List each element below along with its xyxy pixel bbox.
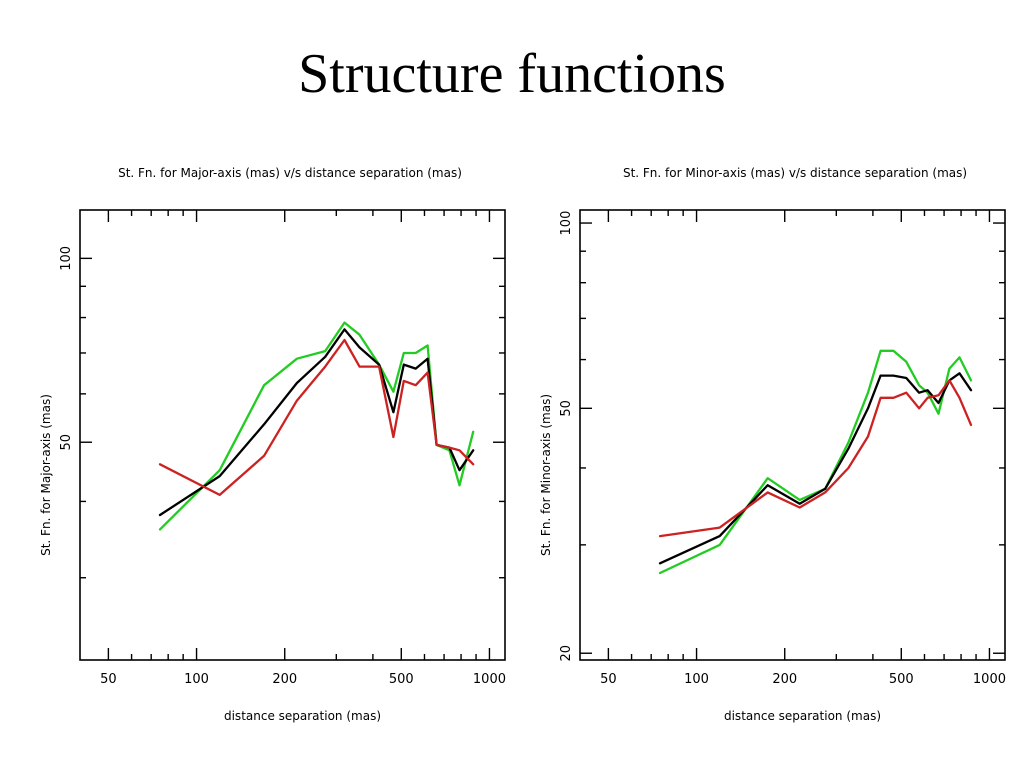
chart-major-axis: St. Fn. for Major-axis (mas) v/s distanc… <box>39 166 506 723</box>
y-tick-label: 100 <box>59 246 74 271</box>
x-axis-label: distance separation (mas) <box>724 709 881 723</box>
y-axis-label: St. Fn. for Major-axis (mas) <box>39 394 53 556</box>
x-tick-label: 50 <box>100 672 117 687</box>
chart-title: St. Fn. for Minor-axis (mas) v/s distanc… <box>623 166 967 180</box>
x-tick-label: 500 <box>889 672 914 687</box>
series-line-black <box>658 372 973 565</box>
x-tick-label: 50 <box>600 672 617 687</box>
slide-title: Structure functions <box>298 43 726 105</box>
x-tick-label: 100 <box>684 672 709 687</box>
x-tick-label: 1000 <box>473 672 506 687</box>
x-tick-label: 200 <box>272 672 297 687</box>
plot-frame <box>579 209 1006 661</box>
chart-title: St. Fn. for Major-axis (mas) v/s distanc… <box>118 166 462 180</box>
y-tick-label: 20 <box>559 645 574 662</box>
y-tick-label: 100 <box>559 211 574 236</box>
x-tick-label: 1000 <box>973 672 1006 687</box>
series-line-green <box>658 349 973 575</box>
plot-frame <box>79 209 506 661</box>
y-tick-label: 50 <box>559 400 574 417</box>
x-tick-label: 100 <box>184 672 209 687</box>
chart-minor-axis: St. Fn. for Minor-axis (mas) v/s distanc… <box>539 166 1006 723</box>
x-tick-label: 500 <box>389 672 414 687</box>
x-axis-label: distance separation (mas) <box>224 709 381 723</box>
x-tick-label: 200 <box>772 672 797 687</box>
series-line-red <box>658 379 973 538</box>
series-line-red <box>158 338 475 497</box>
y-tick-label: 50 <box>59 434 74 451</box>
series-line-green <box>158 321 475 531</box>
y-axis-label: St. Fn. for Minor-axis (mas) <box>539 394 553 556</box>
